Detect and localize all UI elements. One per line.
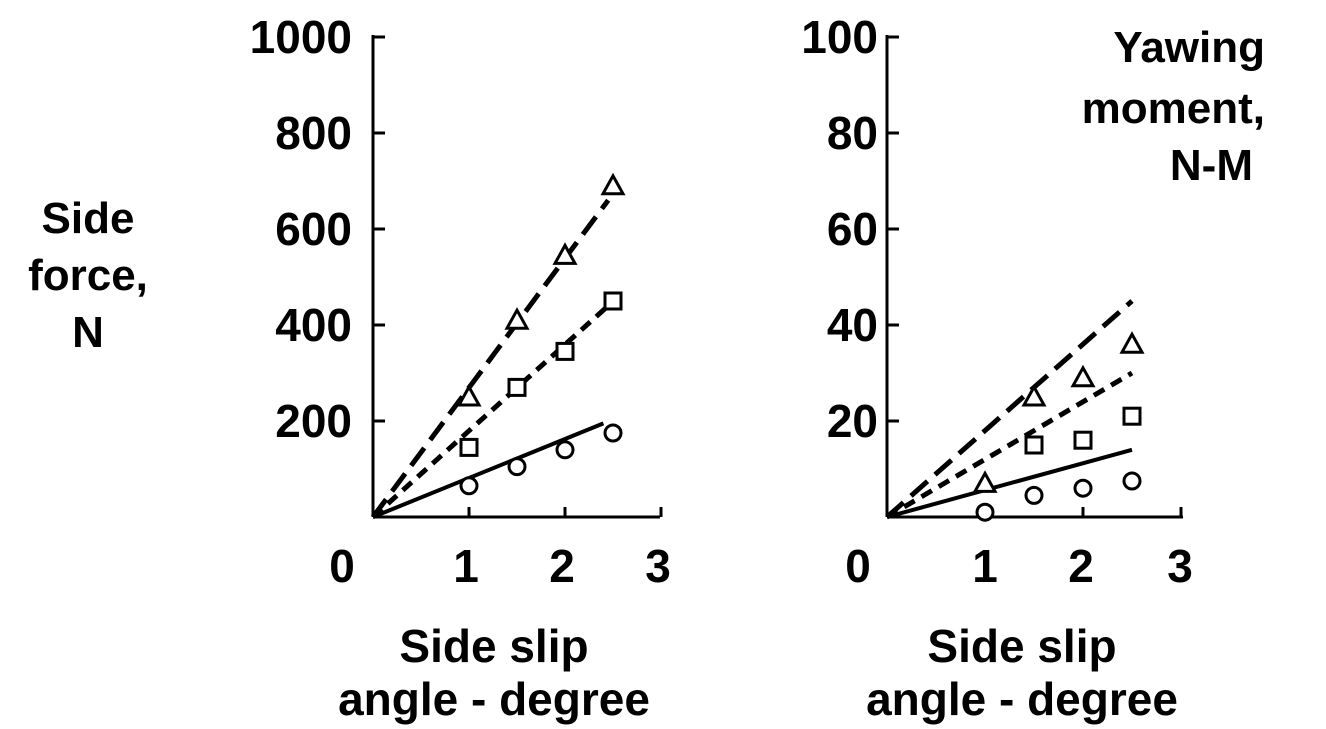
square-marker (603, 291, 623, 311)
short-dash-fit-line (885, 370, 1134, 520)
square-marker (555, 341, 575, 361)
triangle-marker (1119, 331, 1145, 354)
x-tick-label-3: 3 (1167, 540, 1193, 592)
circle-marker (1073, 478, 1093, 498)
y-ticks (373, 35, 385, 423)
long-dash-fit-line (885, 299, 1134, 519)
x-tick-label-zero: 0 (845, 540, 871, 592)
y-tick-label-400: 400 (275, 299, 352, 351)
y-tick-label-200: 200 (275, 395, 352, 447)
x-ticks (467, 507, 663, 517)
x-tick-label-2: 2 (549, 540, 575, 592)
circle-marker (555, 440, 575, 460)
square-marker (459, 437, 479, 457)
x-axis-label-line-2: angle - degree (338, 673, 650, 725)
triangle-marker (600, 172, 626, 196)
x-axis-label-line-1: Side slip (927, 620, 1116, 672)
y-axis-label-line-3: N (72, 308, 104, 357)
fit-lines (885, 299, 1134, 520)
circle-marker (1024, 485, 1044, 505)
y-axis-label-line-2: force, (28, 251, 148, 300)
triangle-marker (552, 242, 578, 265)
y-axis-label-line-1: Side (42, 194, 135, 243)
circle-marker (603, 423, 623, 443)
triangle-marker (1021, 383, 1047, 407)
y-axis-label-line-3: N-M (1170, 141, 1253, 190)
circle-marker (507, 457, 527, 477)
x-axis-label-line-2: angle - degree (866, 673, 1178, 725)
x-tick-label-1: 1 (453, 540, 479, 592)
y-axis-label-line-2: moment, (1082, 84, 1265, 133)
x-tick-label-3: 3 (645, 540, 671, 592)
triangle-marker (456, 383, 482, 407)
y-tick-label-1000: 1000 (250, 11, 352, 63)
triangle-marker (1070, 364, 1096, 388)
y-tick-label-60: 60 (827, 203, 878, 255)
data-markers (456, 172, 626, 496)
circle-marker (1122, 471, 1142, 491)
y-tick-label-600: 600 (275, 203, 352, 255)
y-tick-label-800: 800 (275, 107, 352, 159)
solid-fit-line (886, 447, 1133, 519)
circle-marker (975, 502, 995, 522)
y-tick-label-40: 40 (827, 299, 878, 351)
yawing-moment-panel: 0 1 2 3 20 40 60 80 100 Yawing moment, N… (801, 11, 1265, 725)
solid-fit-line (372, 421, 605, 519)
circle-marker (459, 476, 479, 496)
y-axis-label-line-1: Yawing (1113, 23, 1265, 72)
triangle-marker (972, 470, 998, 493)
y-tick-label-100: 100 (801, 11, 878, 63)
x-tick-label-1: 1 (972, 540, 998, 592)
square-marker (1122, 406, 1142, 426)
triangle-marker (504, 307, 530, 330)
y-tick-label-20: 20 (827, 395, 878, 447)
square-marker (507, 377, 527, 397)
y-tick-label-80: 80 (827, 107, 878, 159)
x-tick-label-zero: 0 (329, 540, 355, 592)
square-marker (1024, 435, 1044, 455)
square-marker (1073, 430, 1093, 450)
side-force-panel: 0 1 2 3 200 400 600 800 1000 Side force,… (28, 11, 671, 725)
data-markers (972, 331, 1145, 522)
short-dash-fit-line (371, 303, 610, 519)
y-ticks (887, 35, 899, 423)
x-tick-label-2: 2 (1068, 540, 1094, 592)
x-axis-label-line-1: Side slip (399, 620, 588, 672)
